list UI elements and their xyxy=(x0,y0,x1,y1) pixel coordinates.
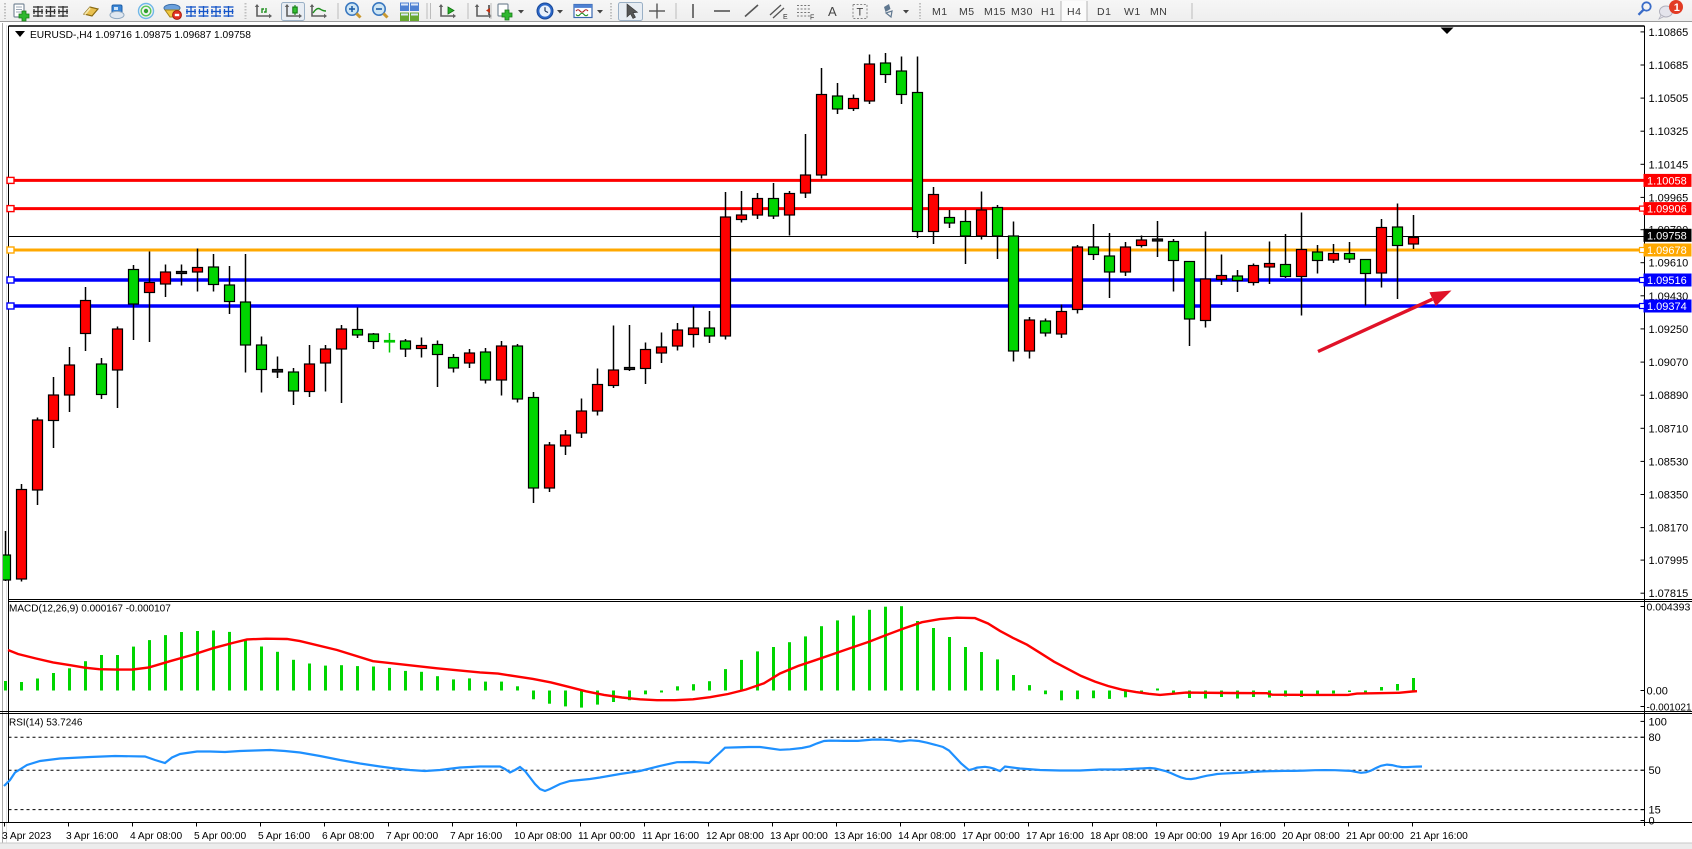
svg-text:W1: W1 xyxy=(1124,6,1141,18)
svg-text:RSI(14) 53.7246: RSI(14) 53.7246 xyxy=(9,718,83,729)
svg-text:1.10685: 1.10685 xyxy=(1649,60,1689,72)
svg-text:1.09610: 1.09610 xyxy=(1649,258,1689,270)
svg-text:M30: M30 xyxy=(1011,6,1033,18)
svg-text:13 Apr 16:00: 13 Apr 16:00 xyxy=(834,831,892,842)
svg-text:21 Apr 16:00: 21 Apr 16:00 xyxy=(1410,831,1468,842)
svg-text:MACD(12,26,9) 0.000167 -0.0001: MACD(12,26,9) 0.000167 -0.000107 xyxy=(9,604,171,615)
svg-text:-0.001021: -0.001021 xyxy=(1647,703,1692,714)
svg-text:D1: D1 xyxy=(1097,6,1111,18)
svg-text:1.09374: 1.09374 xyxy=(1647,301,1687,313)
svg-text:14 Apr 08:00: 14 Apr 08:00 xyxy=(898,831,956,842)
svg-text:1.09678: 1.09678 xyxy=(1647,245,1687,257)
svg-text:1.09906: 1.09906 xyxy=(1647,204,1687,216)
svg-text:MN: MN xyxy=(1150,6,1167,18)
svg-text:19 Apr 00:00: 19 Apr 00:00 xyxy=(1154,831,1212,842)
svg-text:F: F xyxy=(810,15,814,22)
svg-text:21 Apr 00:00: 21 Apr 00:00 xyxy=(1346,831,1404,842)
svg-text:1.09250: 1.09250 xyxy=(1649,324,1689,336)
svg-text:11 Apr 16:00: 11 Apr 16:00 xyxy=(642,831,699,842)
svg-text:80: 80 xyxy=(1649,732,1661,744)
svg-text:1: 1 xyxy=(1674,2,1680,14)
svg-text:1.09516: 1.09516 xyxy=(1647,275,1687,287)
svg-text:17 Apr 16:00: 17 Apr 16:00 xyxy=(1026,831,1084,842)
svg-text:1.07995: 1.07995 xyxy=(1649,555,1689,567)
svg-text:5 Apr 00:00: 5 Apr 00:00 xyxy=(194,831,246,842)
svg-text:20 Apr 08:00: 20 Apr 08:00 xyxy=(1282,831,1340,842)
svg-text:18 Apr 08:00: 18 Apr 08:00 xyxy=(1090,831,1148,842)
svg-text:1.08710: 1.08710 xyxy=(1649,423,1689,435)
svg-text:1.09070: 1.09070 xyxy=(1649,357,1689,369)
svg-text:17 Apr 00:00: 17 Apr 00:00 xyxy=(962,831,1020,842)
svg-text:1.09758: 1.09758 xyxy=(1647,230,1687,242)
svg-text:EURUSD-,H4 1.09716 1.09875 1.: EURUSD-,H4 1.09716 1.09875 1.09687 1.097… xyxy=(30,30,251,41)
svg-text:19 Apr 16:00: 19 Apr 16:00 xyxy=(1218,831,1276,842)
svg-text:1.09965: 1.09965 xyxy=(1649,192,1689,204)
svg-text:50: 50 xyxy=(1649,765,1661,777)
svg-text:3 Apr 2023: 3 Apr 2023 xyxy=(2,831,52,842)
svg-text:7 Apr 16:00: 7 Apr 16:00 xyxy=(450,831,502,842)
svg-text:T: T xyxy=(857,7,864,19)
svg-text:1.07815: 1.07815 xyxy=(1649,588,1689,600)
svg-text:M1: M1 xyxy=(932,6,948,18)
svg-text:1.10058: 1.10058 xyxy=(1647,175,1687,187)
svg-text:5 Apr 16:00: 5 Apr 16:00 xyxy=(258,831,310,842)
svg-text:1.08170: 1.08170 xyxy=(1649,523,1689,535)
svg-text:10 Apr 08:00: 10 Apr 08:00 xyxy=(514,831,572,842)
svg-text:1.08350: 1.08350 xyxy=(1649,490,1689,502)
svg-text:M5: M5 xyxy=(959,6,975,18)
svg-text:3 Apr 16:00: 3 Apr 16:00 xyxy=(66,831,118,842)
svg-text:1.08530: 1.08530 xyxy=(1649,456,1689,468)
svg-text:1.10865: 1.10865 xyxy=(1649,27,1689,39)
svg-text:4 Apr 08:00: 4 Apr 08:00 xyxy=(130,831,182,842)
svg-text:12 Apr 08:00: 12 Apr 08:00 xyxy=(706,831,764,842)
svg-text:100: 100 xyxy=(1649,716,1667,728)
svg-text:1.10505: 1.10505 xyxy=(1649,93,1689,105)
svg-text:H1: H1 xyxy=(1041,6,1055,18)
svg-text:M15: M15 xyxy=(984,6,1006,18)
svg-text:0.00: 0.00 xyxy=(1647,686,1668,698)
svg-text:0: 0 xyxy=(1649,816,1655,828)
svg-text:6 Apr 08:00: 6 Apr 08:00 xyxy=(322,831,374,842)
svg-text:1.10145: 1.10145 xyxy=(1649,159,1689,171)
svg-text:11 Apr 00:00: 11 Apr 00:00 xyxy=(578,831,635,842)
svg-text:1.10325: 1.10325 xyxy=(1649,126,1689,138)
svg-text:A: A xyxy=(828,4,837,19)
svg-text:13 Apr 00:00: 13 Apr 00:00 xyxy=(770,831,828,842)
svg-text:15: 15 xyxy=(1649,805,1661,817)
svg-text:7 Apr 00:00: 7 Apr 00:00 xyxy=(386,831,438,842)
svg-text:1.08890: 1.08890 xyxy=(1649,390,1689,402)
svg-text:0.004393: 0.004393 xyxy=(1647,602,1691,614)
svg-text:E: E xyxy=(783,14,788,21)
svg-text:H4: H4 xyxy=(1067,6,1081,18)
